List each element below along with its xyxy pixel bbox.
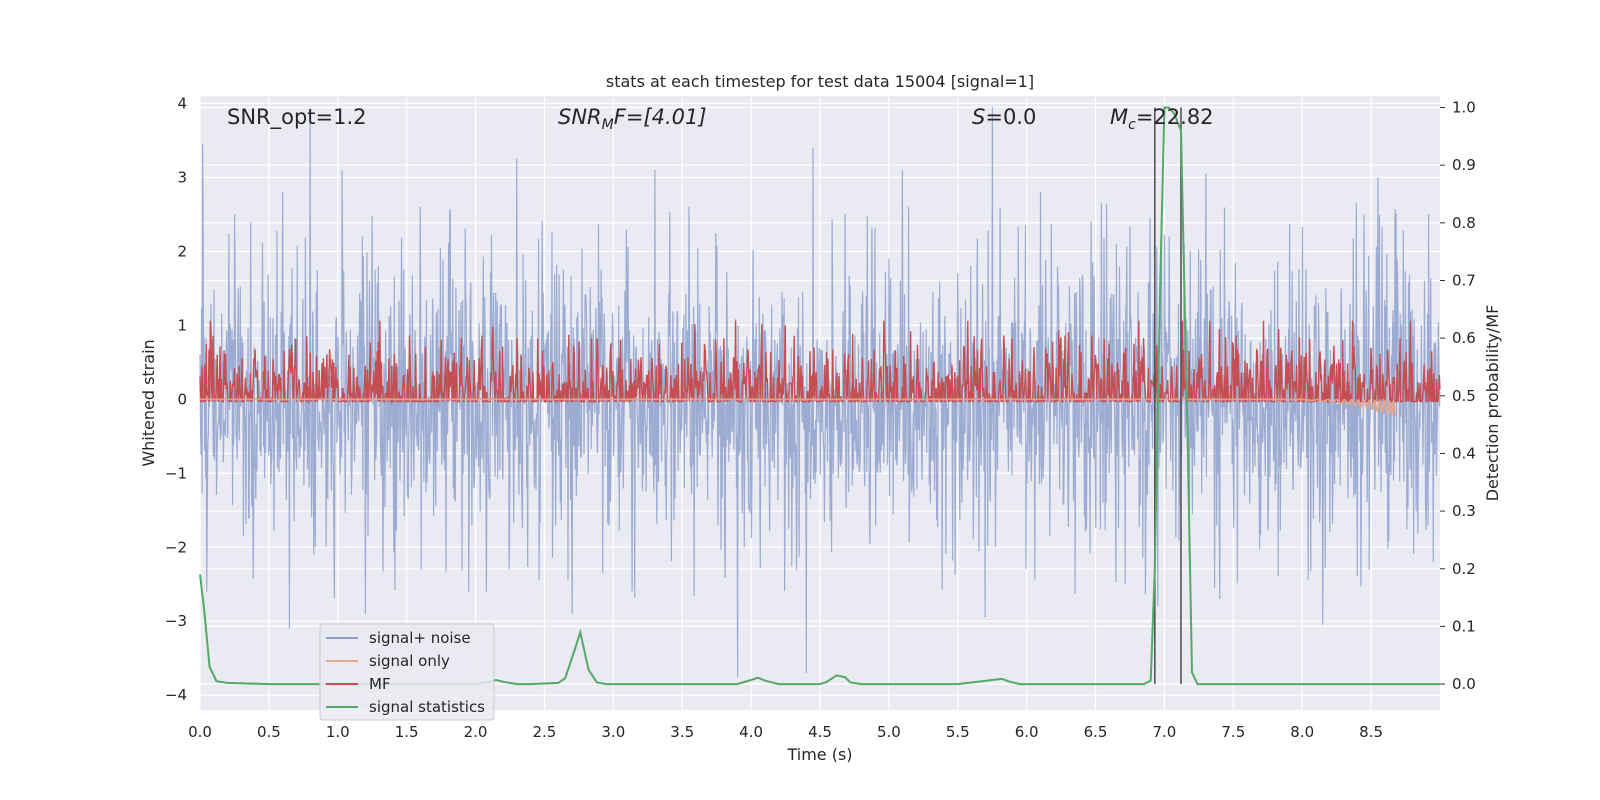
x-tick-label: 8.0	[1290, 723, 1314, 741]
legend-label-signal-statistics: signal statistics	[369, 698, 485, 716]
y2-tick-label: 0.3	[1452, 502, 1476, 520]
y2-tick-label: 0.5	[1452, 387, 1476, 405]
y-tick-label: 4	[177, 94, 187, 112]
y2-tick-label: 0.1	[1452, 617, 1476, 635]
annotation-snr-opt: SNR_opt=1.2	[227, 105, 367, 130]
y-axis-label: Whitened strain	[139, 339, 158, 466]
y-tick-label: 3	[177, 168, 187, 186]
x-axis-ticks: 0.0 0.5 1.0 1.5 2.0 2.5 3.0 3.5 4.0 4.5 5.0 5.5 6.0 6…	[188, 723, 1383, 741]
x-tick-label: 1.5	[395, 723, 419, 741]
annotation-snr-mf: SNRMF=[4.01]	[558, 105, 707, 133]
x-tick-label: 8.5	[1359, 723, 1383, 741]
y-tick-label: −4	[165, 686, 187, 704]
y2-tick-label: 0.9	[1452, 156, 1476, 174]
x-tick-label: 6.0	[1015, 723, 1039, 741]
y2-tick-label: 0.2	[1452, 560, 1476, 578]
x-tick-label: 6.5	[1084, 723, 1108, 741]
x-tick-label: 5.0	[877, 723, 901, 741]
y-tick-label: −2	[165, 538, 187, 556]
chart-title: stats at each timestep for test data 150…	[606, 72, 1034, 91]
x-axis-label: Time (s)	[786, 745, 852, 764]
y2-tick-label: 0.4	[1452, 444, 1476, 462]
y-tick-label: 0	[177, 390, 187, 408]
x-tick-label: 5.5	[946, 723, 970, 741]
y2-tick-label: 0.7	[1452, 271, 1476, 289]
y2-tick-label: 0.6	[1452, 329, 1476, 347]
mf-trace	[199, 320, 1441, 404]
legend: signal+ noise signal only MF signal stat…	[319, 623, 495, 721]
x-tick-label: 4.5	[808, 723, 832, 741]
x-tick-label: 3.0	[601, 723, 625, 741]
x-tick-label: 3.5	[670, 723, 694, 741]
x-tick-label: 2.5	[533, 723, 557, 741]
legend-label-signal-only: signal only	[369, 652, 450, 670]
series-signal-only	[200, 398, 1397, 417]
y2-tick-label: 0.0	[1452, 675, 1476, 693]
y2-tick-label: 0.8	[1452, 214, 1476, 232]
legend-box	[319, 623, 495, 721]
x-tick-label: 1.0	[326, 723, 350, 741]
x-tick-label: 7.0	[1153, 723, 1177, 741]
y-tick-label: −3	[165, 612, 187, 630]
y2-axis-label: Detection probability/MF	[1483, 305, 1502, 502]
x-tick-label: 2.0	[464, 723, 488, 741]
x-tick-label: 0.0	[188, 723, 212, 741]
signal-only-trace	[200, 398, 1397, 417]
x-tick-label: 4.0	[739, 723, 763, 741]
legend-label-signal-noise: signal+ noise	[369, 629, 471, 647]
x-tick-label: 7.5	[1221, 723, 1245, 741]
y2-axis-ticks: 1.0 0.9 0.8 0.7 0.6 0.5 0.4 0.3 0.2 0.1 0.0	[1440, 99, 1476, 693]
x-tick-label: 0.5	[257, 723, 281, 741]
y2-tick-label: 1.0	[1452, 99, 1476, 117]
y-tick-label: −1	[165, 464, 187, 482]
series-mf	[199, 320, 1441, 404]
legend-label-mf: MF	[369, 675, 391, 693]
y-tick-label: 1	[177, 316, 187, 334]
annotation-s: S=0.0	[972, 105, 1036, 129]
y-tick-label: 2	[177, 242, 187, 260]
y-axis-ticks: 4 3 2 1 0 −1 −2 −3 −4	[165, 94, 187, 704]
annotation-mc: Mc=22.82	[1110, 105, 1214, 133]
